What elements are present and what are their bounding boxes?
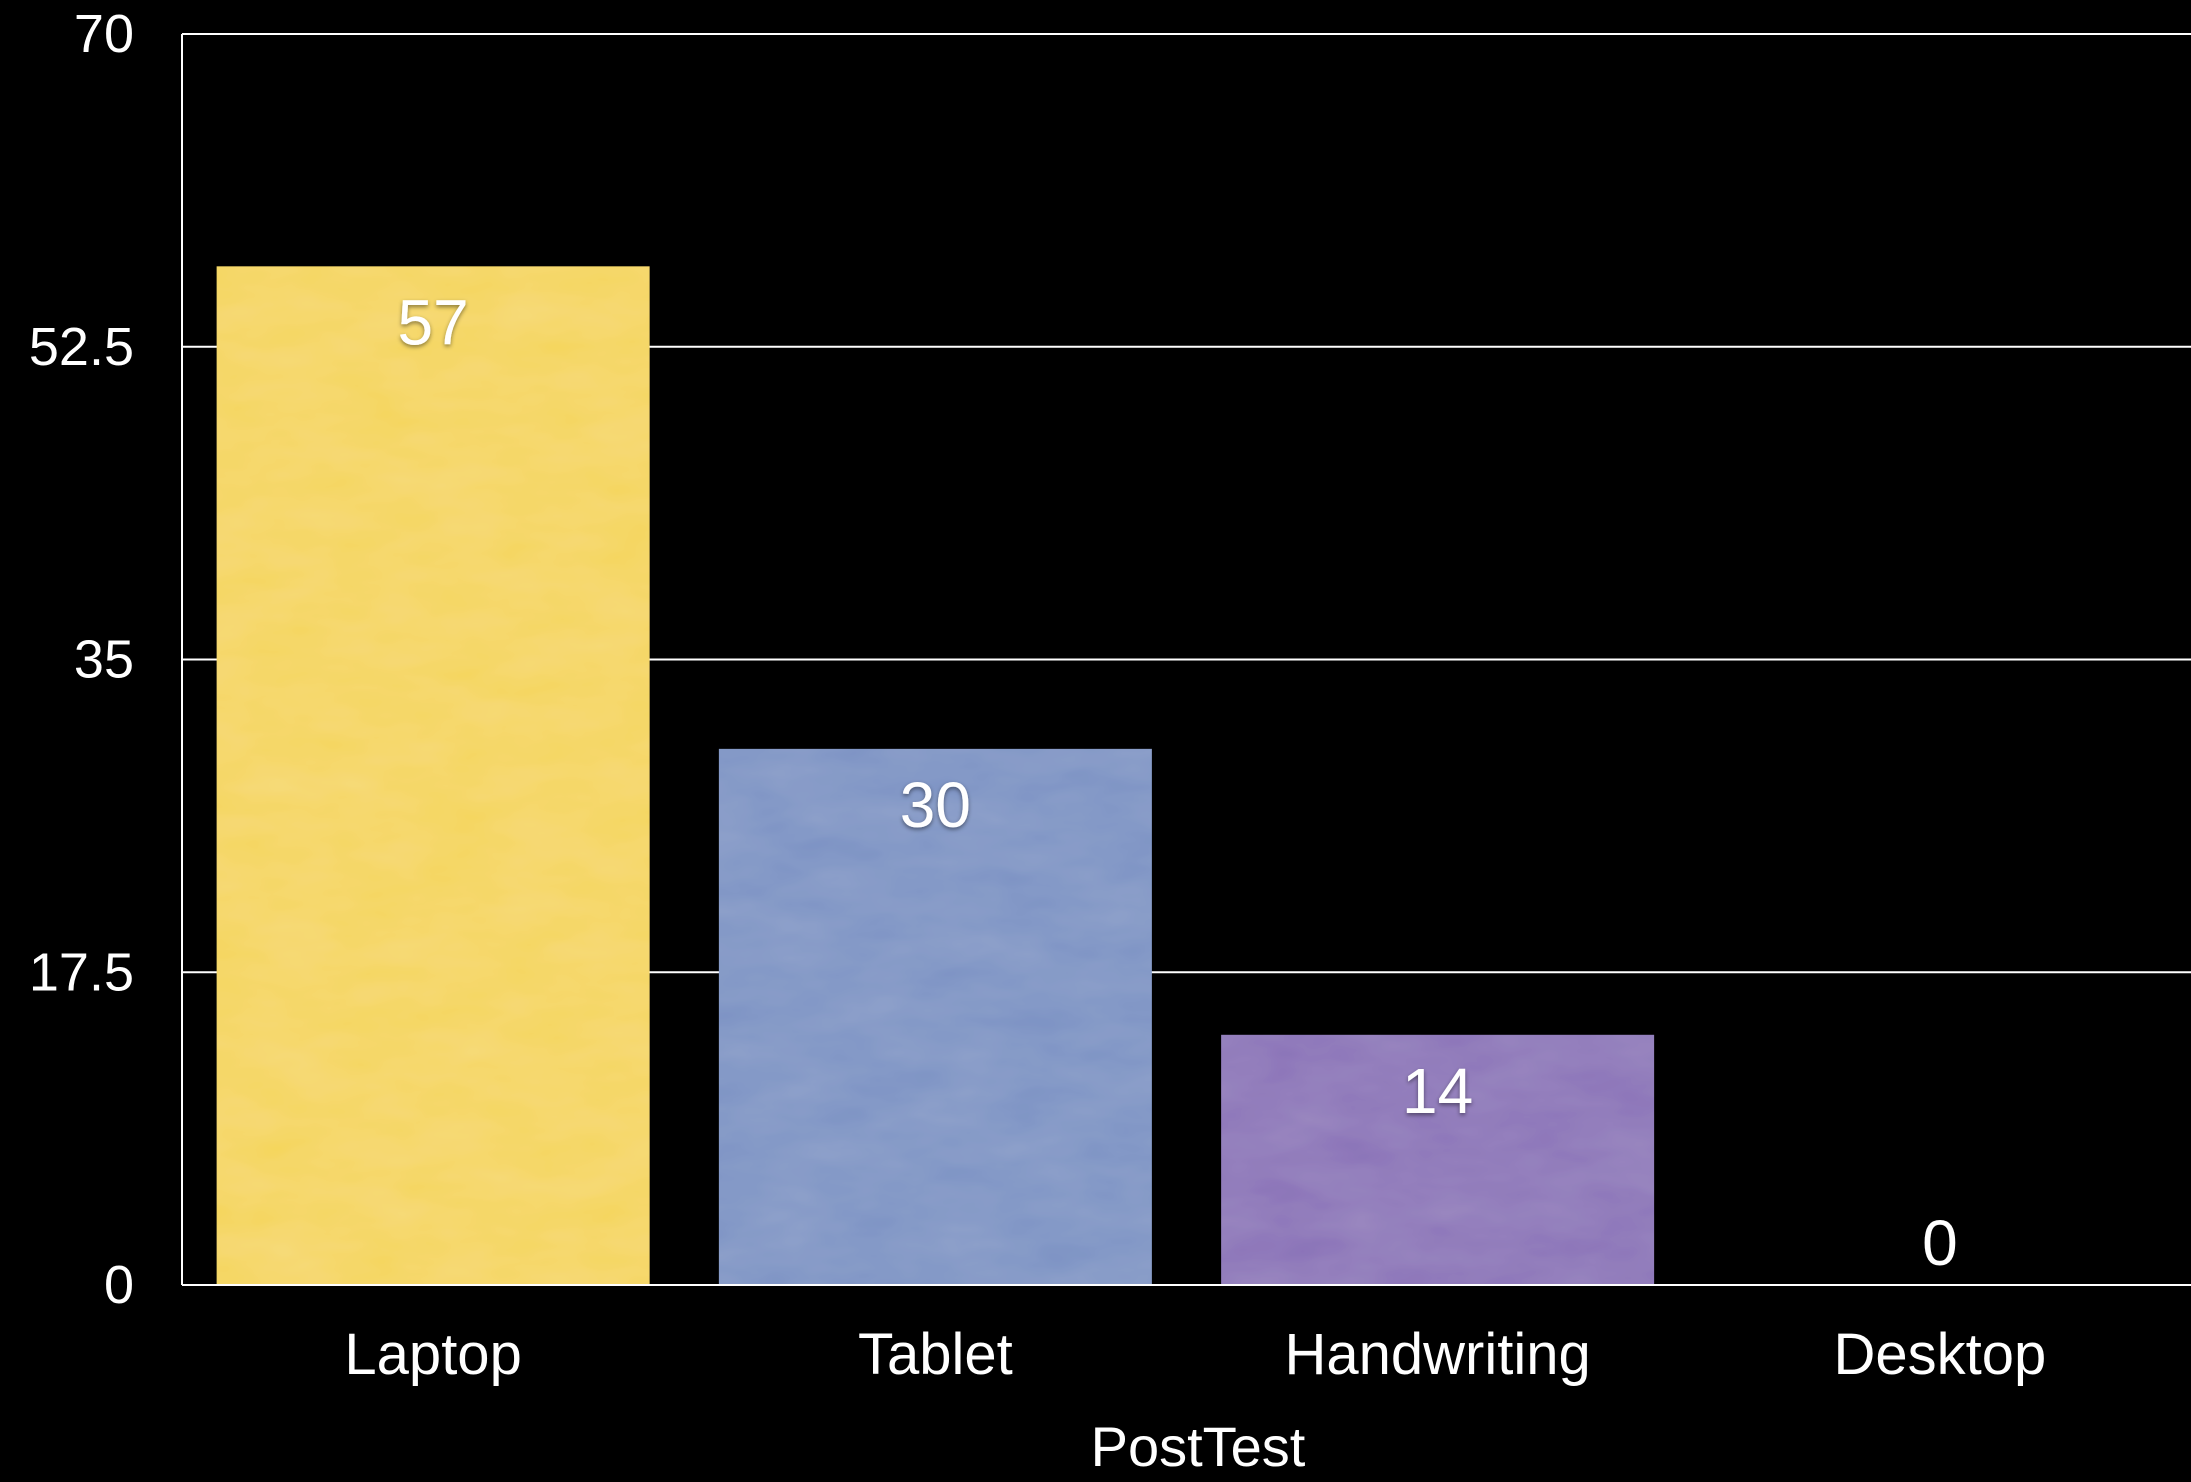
value-label-laptop: 57 bbox=[398, 286, 469, 358]
y-tick-label: 70 bbox=[74, 4, 134, 64]
bar-tablet bbox=[718, 748, 1152, 1285]
y-tick-label: 0 bbox=[104, 1255, 134, 1315]
y-tick-label: 17.5 bbox=[29, 942, 134, 1002]
category-label-laptop: Laptop bbox=[344, 1322, 521, 1387]
category-label-handwriting: Handwriting bbox=[1284, 1322, 1590, 1387]
y-tick-label: 52.5 bbox=[29, 317, 134, 377]
x-axis-title: PostTest bbox=[1091, 1415, 1306, 1478]
category-label-desktop: Desktop bbox=[1833, 1322, 2046, 1387]
axes bbox=[181, 34, 2191, 1286]
labels: 0 17.5 35 52.5 70 57 Laptop 30 Tablet 14 Handwriti… bbox=[29, 4, 2046, 1387]
bar-handwriting bbox=[1221, 1034, 1655, 1285]
bars bbox=[216, 266, 1655, 1285]
value-label-tablet: 30 bbox=[900, 769, 971, 841]
y-tick-label: 35 bbox=[74, 630, 134, 690]
category-label-tablet: Tablet bbox=[858, 1322, 1013, 1387]
bar-laptop bbox=[216, 266, 650, 1285]
value-label-desktop: 0 bbox=[1922, 1207, 1958, 1279]
value-label-handwriting: 14 bbox=[1402, 1055, 1473, 1127]
